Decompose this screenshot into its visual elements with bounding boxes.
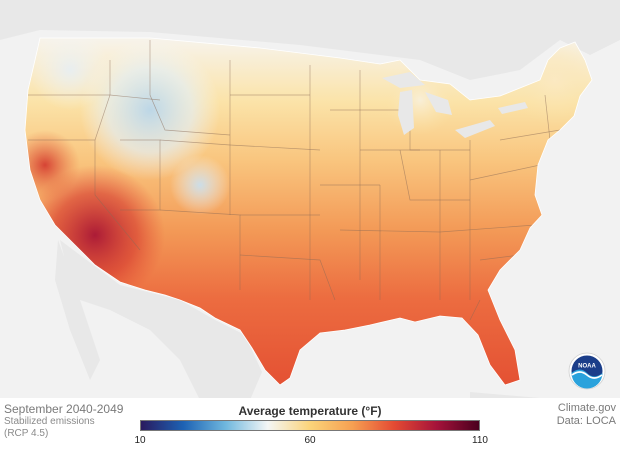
baja-land bbox=[55, 240, 100, 380]
noaa-logo-icon: NOAA bbox=[568, 352, 606, 390]
noaa-logo-text: NOAA bbox=[578, 364, 596, 370]
temperature-map bbox=[0, 0, 620, 400]
legend-color-bar bbox=[140, 420, 480, 431]
credits: Climate.gov Data: LOCA bbox=[557, 402, 616, 428]
noaa-logo: NOAA bbox=[568, 352, 606, 390]
state-borders bbox=[25, 40, 561, 321]
canada-land bbox=[0, 0, 620, 80]
credit-data: Data: LOCA bbox=[556, 415, 616, 427]
legend-tick-min: 10 bbox=[134, 435, 146, 446]
time-period-label: September 2040-2049 bbox=[4, 402, 124, 416]
us-map-svg bbox=[0, 0, 620, 400]
legend-tick-max: 110 bbox=[472, 435, 488, 446]
credit-source: Climate.gov bbox=[557, 402, 616, 414]
scenario-line-2: (RCP 4.5) bbox=[4, 428, 49, 439]
scenario-label: Stabilized emissions (RCP 4.5) bbox=[4, 416, 95, 440]
scenario-line-1: Stabilized emissions bbox=[4, 416, 95, 427]
great-lakes bbox=[382, 72, 528, 138]
mexico-land bbox=[60, 240, 262, 400]
legend-tick-mid: 60 bbox=[304, 435, 316, 446]
legend-title: Average temperature (°F) bbox=[238, 404, 382, 418]
